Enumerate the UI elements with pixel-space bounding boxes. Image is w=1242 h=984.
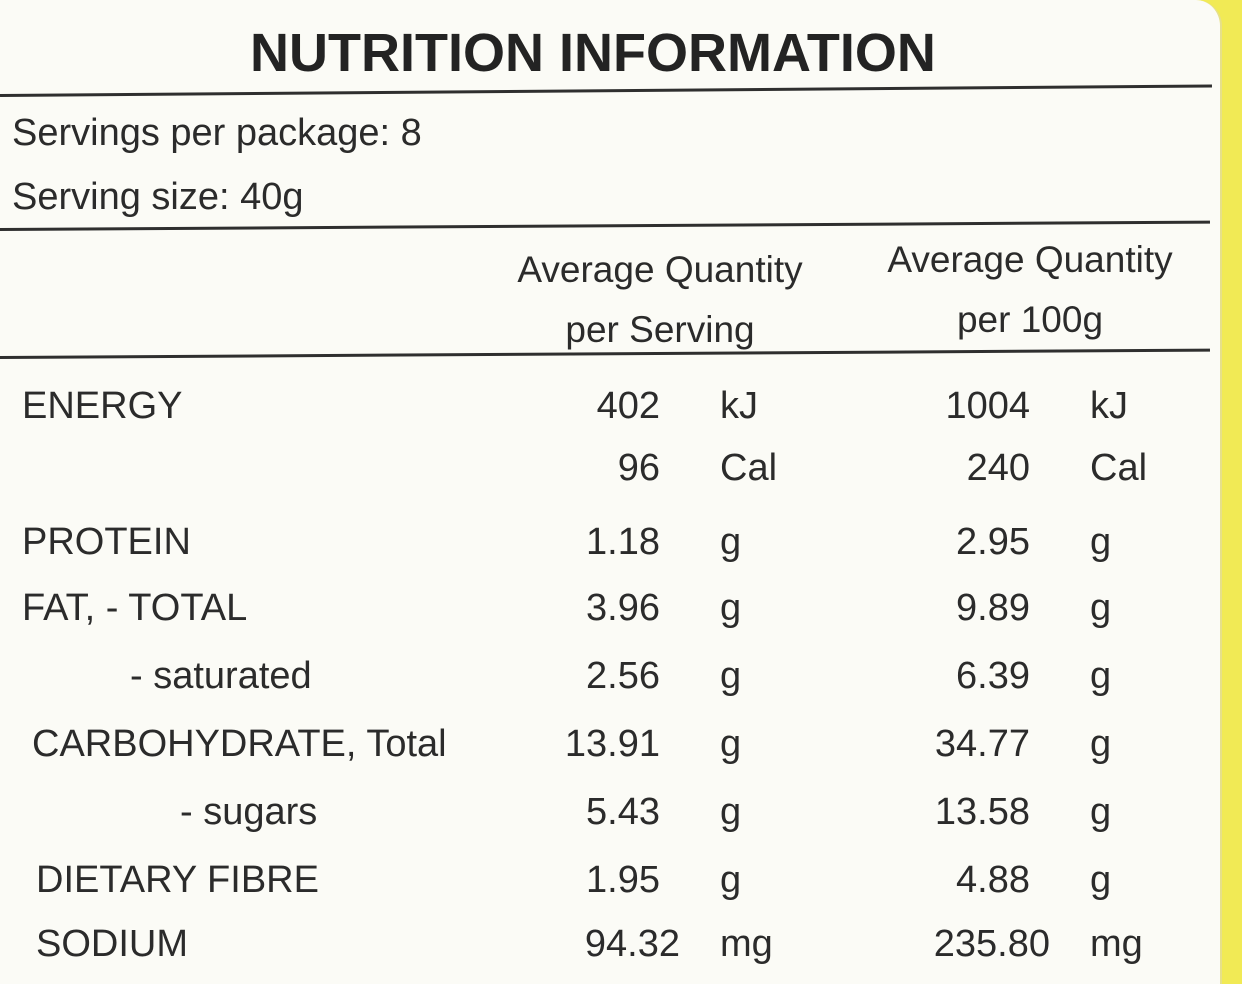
per-100g-unit: Cal [1090,447,1148,489]
per-100g-value: 6.39 [956,655,1030,697]
table-row-energy-kj: ENERGY 402 kJ 1004 kJ [0,376,1220,436]
per-serving-unit: g [720,723,742,765]
table-row-sodium: SODIUM 94.32 mg 235.80 mg [0,914,1220,974]
table-row-fat-total: FAT, - TOTAL 3.96 g 9.89 g [0,578,1220,638]
per-serving-value: 3.96 [586,587,660,629]
servings-per-package: Servings per package: 8 [12,112,422,154]
per-100g-value: 9.89 [956,587,1030,629]
per-serving-unit: g [720,587,742,629]
per-100g-unit: g [1090,723,1112,765]
row-label: PROTEIN [22,521,191,563]
per-100g-unit: g [1090,791,1112,833]
column-header-per-100g: Average Quantity per 100g [860,230,1200,350]
per-serving-unit: mg [720,923,773,965]
serving-size: Serving size: 40g [12,176,304,218]
per-100g-value: 2.95 [956,521,1030,563]
per-serving-value: 5.43 [586,791,660,833]
table-row-protein: PROTEIN 1.18 g 2.95 g [0,512,1220,572]
row-label: DIETARY FIBRE [36,859,319,901]
row-label: ENERGY [22,385,183,427]
row-label: FAT, - TOTAL [22,587,248,629]
per-serving-unit: Cal [720,447,778,489]
per-100g-value: 13.58 [934,791,1030,833]
per-serving-unit: g [720,859,742,901]
per-serving-value: 402 [596,385,660,427]
per-100g-unit: mg [1090,923,1143,965]
per-100g-unit: kJ [1090,385,1128,427]
per-serving-value: 1.18 [586,521,660,563]
panel-title: NUTRITION INFORMATION [250,23,936,83]
column-header-per-100g-line-1: Average Quantity [887,239,1173,280]
table-row-fat-saturated: - saturated 2.56 g 6.39 g [0,646,1220,706]
per-serving-unit: g [720,521,742,563]
per-serving-value: 96 [617,447,660,489]
per-serving-unit: kJ [720,385,758,427]
row-label: SODIUM [36,923,188,965]
per-100g-value: 4.88 [956,859,1030,901]
table-row-carbohydrate-total: CARBOHYDRATE, Total 13.91 g 34.77 g [0,714,1220,774]
per-serving-value: 1.95 [586,859,660,901]
per-100g-unit: g [1090,587,1112,629]
per-serving-value: 13.91 [564,723,660,765]
row-label: - saturated [130,655,312,697]
title-rule [0,84,1212,97]
per-100g-value: 1004 [945,385,1030,427]
per-100g-value: 235.80 [933,923,1050,965]
column-header-per-serving-line-1: Average Quantity [517,249,803,290]
row-label: CARBOHYDRATE, Total [32,723,447,765]
column-header-per-serving-line-2: per Serving [565,309,755,350]
table-row-energy-cal: 96 Cal 240 Cal [0,438,1220,498]
row-label: - sugars [180,791,318,833]
per-100g-unit: g [1090,859,1112,901]
per-serving-unit: g [720,791,742,833]
per-serving-unit: g [720,655,742,697]
per-serving-value: 2.56 [586,655,660,697]
per-100g-unit: g [1090,655,1112,697]
column-header-per-100g-line-2: per 100g [956,299,1104,340]
table-row-dietary-fibre: DIETARY FIBRE 1.95 g 4.88 g [0,850,1220,910]
per-serving-value: 94.32 [584,923,680,965]
table-row-sugars: - sugars 5.43 g 13.58 g [0,782,1220,842]
per-100g-value: 240 [966,447,1030,489]
column-header-per-serving: Average Quantity per Serving [490,240,830,360]
per-100g-unit: g [1090,521,1112,563]
per-100g-value: 34.77 [934,723,1030,765]
